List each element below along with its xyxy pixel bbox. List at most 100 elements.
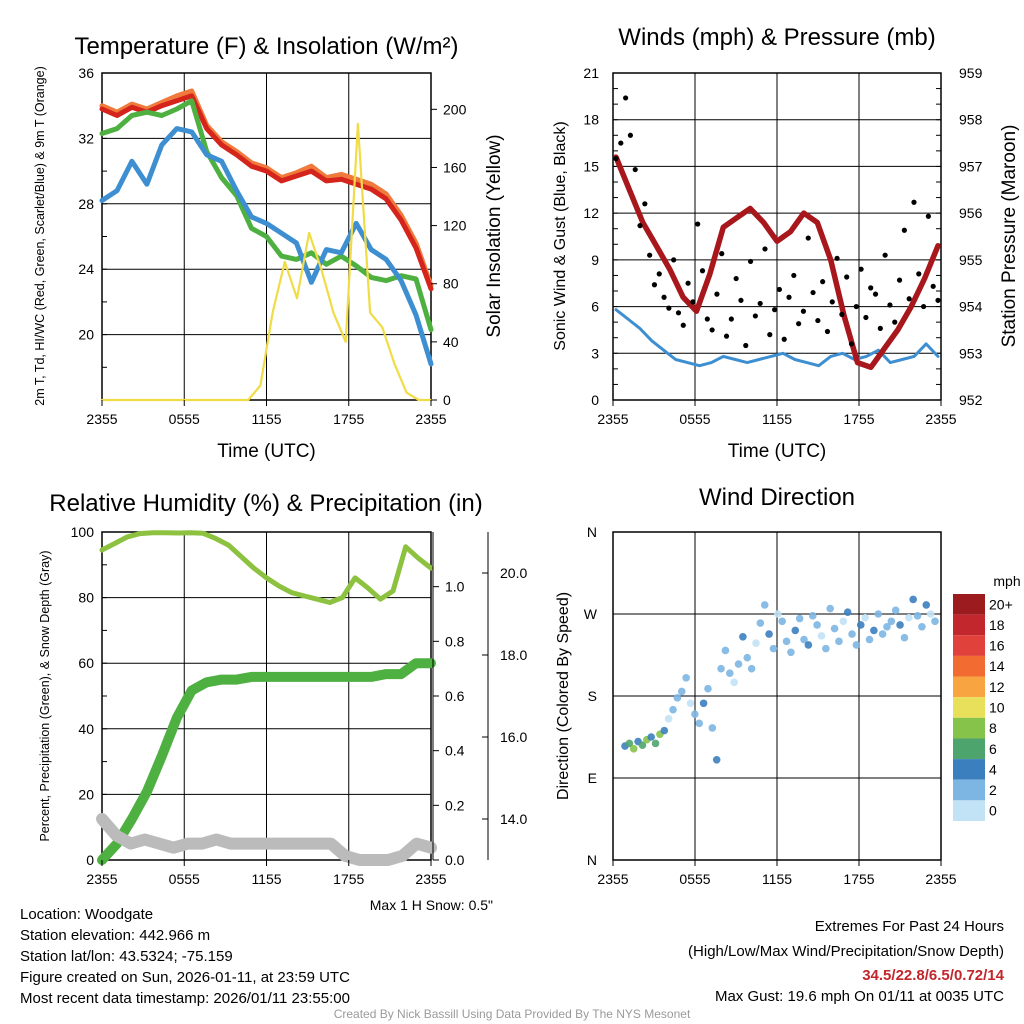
wind-chart-xtick-label-2: 1155 [762, 411, 792, 427]
wind-chart-gust-point-20 [709, 327, 715, 333]
colorbar-swatch-1 [953, 614, 985, 636]
direction-chart-point-4 [638, 741, 647, 749]
humidity-chart-ytick-1: 20 [78, 786, 94, 802]
humidity-chart-ytick-2: 40 [78, 721, 94, 737]
wind-chart-gust-point-38 [796, 321, 802, 327]
direction-chart-point-39 [791, 626, 800, 635]
temp-chart-ytick-1: 24 [78, 261, 94, 277]
direction-chart-point-44 [813, 621, 821, 629]
direction-chart-point-55 [861, 613, 869, 622]
direction-chart-point-61 [887, 617, 896, 626]
elevation-text: Station elevation: 442.966 m [20, 927, 211, 944]
wind-chart-gust-point-52 [863, 314, 869, 321]
direction-chart-point-9 [660, 726, 669, 735]
wind-chart-y2tick-1: 953 [959, 345, 983, 361]
temp-chart-title: Temperature (F) & Insolation (W/m²) [74, 33, 458, 60]
temp-chart-series-3 [99, 126, 434, 367]
wind-chart-gust-point-49 [848, 341, 855, 347]
wind-chart-xtick-label-4: 2355 [925, 411, 956, 427]
humidity-chart-title: Relative Humidity (%) & Precipitation (i… [49, 490, 482, 517]
wind-chart-gust-point-14 [680, 322, 686, 328]
humidity-chart-xtick-label-3: 1755 [333, 871, 364, 887]
wind-chart-xtick-label-0: 2355 [597, 411, 628, 427]
direction-chart-point-17 [695, 719, 704, 728]
wind-chart-gust-point-57 [887, 302, 893, 308]
direction-chart-point-37 [782, 637, 791, 646]
colorbar-label-10: 0 [989, 803, 997, 819]
direction-chart-point-56 [865, 635, 874, 644]
colorbar-label-9: 2 [989, 782, 997, 798]
direction-chart-point-38 [787, 648, 795, 657]
wind-chart-gust-point-4 [632, 166, 638, 173]
wind-chart-gust-point-63 [916, 271, 922, 277]
colorbar-swatch-4 [953, 676, 985, 698]
direction-chart-point-50 [839, 617, 848, 626]
wind-chart-ytick-1: 3 [591, 345, 599, 361]
wind-chart-gust-point-39 [800, 308, 807, 314]
extremes-title: Extremes For Past 24 Hours [814, 918, 1004, 935]
temp-chart-xtick-label-2: 1155 [251, 411, 281, 427]
direction-chart-point-26 [734, 660, 743, 668]
humidity-chart-xtick-label-1: 0555 [169, 871, 200, 887]
humidity-chart-precip-tick-4: 0.8 [445, 633, 465, 649]
wind-chart-gust-point-27 [743, 342, 749, 349]
colorbar-swatch-7 [953, 738, 985, 760]
colorbar-swatch-2 [953, 635, 985, 656]
wind-chart-gust-point-46 [834, 255, 840, 261]
direction-chart-point-2 [629, 745, 638, 753]
direction-chart-point-54 [856, 621, 865, 629]
humidity-chart-snow-tick-0: 14.0 [500, 811, 527, 827]
recent-text: Most recent data timestamp: 2026/01/11 2… [20, 990, 350, 1007]
direction-chart-point-64 [900, 633, 909, 642]
direction-chart-point-35 [774, 610, 782, 618]
colorbar-label-2: 16 [989, 638, 1005, 654]
direction-chart-point-65 [905, 613, 913, 622]
wind-chart-gust-point-28 [747, 258, 754, 265]
wind-chart-gust-point-5 [637, 223, 643, 229]
wind-chart-gust-point-22 [719, 251, 725, 257]
direction-chart-xtick-label-1: 0555 [679, 871, 710, 887]
wind-chart-gust-point-53 [868, 285, 874, 291]
wind-chart-gust-point-17 [695, 221, 701, 227]
direction-chart-point-16 [691, 710, 699, 719]
humidity-chart-precip-tick-5: 1.0 [445, 579, 465, 595]
direction-chart-point-53 [852, 641, 861, 649]
temp-chart-ytick-0: 20 [78, 327, 94, 343]
wind-chart-xtick-label-3: 1755 [843, 411, 874, 427]
colorbar-unit: mph [993, 573, 1020, 589]
direction-chart-ytick-2: S [588, 688, 597, 704]
colorbar-swatch-9 [953, 779, 985, 801]
wind-chart-gust-point-61 [906, 296, 912, 302]
wind-chart-gust-point-58 [892, 319, 898, 325]
wind-chart-gust-point-33 [771, 307, 778, 313]
wind-chart-title: Winds (mph) & Pressure (mb) [618, 24, 935, 51]
wind-chart-gust-point-31 [762, 246, 768, 252]
wind-chart-gust-point-34 [776, 286, 783, 293]
wind-chart-xtick-label-1: 0555 [679, 411, 710, 427]
wind-chart-series-1 [613, 154, 941, 371]
wind-chart-gust-point-36 [786, 294, 792, 300]
wind-chart-gust-point-59 [896, 277, 903, 283]
temp-chart-ytick-2: 28 [78, 196, 94, 212]
direction-chart-point-34 [769, 644, 778, 653]
direction-chart-point-25 [730, 678, 738, 687]
temp-chart-y2tick-0: 0 [443, 392, 451, 408]
direction-chart-point-47 [826, 604, 835, 613]
direction-chart-point-59 [878, 630, 887, 638]
temp-chart-ytick-4: 36 [78, 65, 94, 81]
temp-chart-xlabel: Time (UTC) [217, 441, 316, 462]
wind-chart-gust-point-67 [935, 297, 941, 303]
wind-chart-gust-point-47 [839, 311, 845, 317]
credit-text: Created By Nick Bassill Using Data Provi… [333, 1007, 691, 1021]
direction-chart-ytick-1: E [588, 770, 597, 786]
colorbar-swatch-0 [953, 594, 985, 615]
colorbar-label-3: 14 [989, 658, 1005, 674]
humidity-chart-ytick-3: 60 [78, 655, 94, 671]
humidity-chart-precip-tick-0: 0.0 [445, 852, 465, 868]
wind-chart-gust-point-1 [618, 140, 624, 146]
wind-chart-gust-point-25 [733, 275, 739, 282]
wind-chart-ytick-7: 21 [583, 65, 599, 81]
wind-chart-gust-point-66 [930, 283, 936, 289]
wind-chart-gust-point-19 [704, 316, 710, 322]
wind-chart-gust-point-37 [791, 272, 797, 279]
